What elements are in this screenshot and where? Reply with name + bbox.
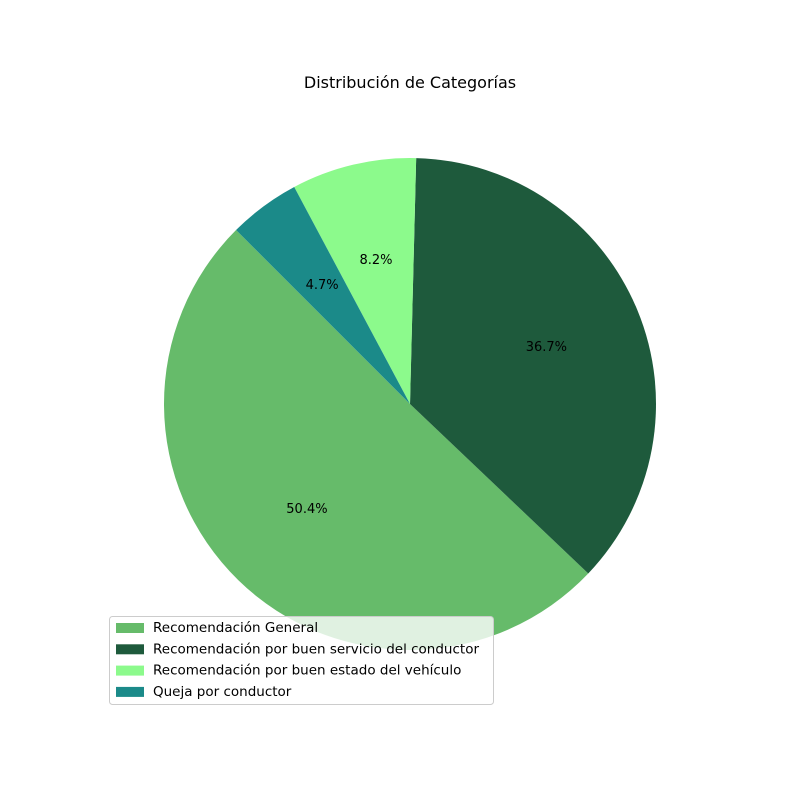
pie-slice-0: [163, 230, 589, 651]
pie-percent-label-0: 50.4%: [286, 502, 327, 517]
pie-slice-3: [236, 186, 410, 404]
pie-percent-label-1: 36.7%: [526, 340, 567, 355]
legend-swatch-0: [116, 623, 144, 633]
pie-slice-1: [410, 158, 656, 574]
pie-slice-2: [294, 158, 417, 404]
legend-label-2: Recomendación por buen estado del vehícu…: [153, 663, 461, 679]
legend-box: [109, 616, 494, 705]
legend-label-0: Recomendación General: [153, 620, 318, 636]
legend-swatch-3: [116, 686, 144, 697]
pie-percent-label-3: 4.7%: [306, 278, 339, 293]
pie-percent-label-2: 8.2%: [359, 253, 392, 268]
pie-slices: [163, 158, 656, 651]
legend-label-3: Queja por conductor: [153, 684, 292, 700]
legend-swatch-2: [116, 665, 144, 676]
legend-swatch-1: [116, 644, 144, 655]
legend: Recomendación General Recomendación por b…: [109, 616, 494, 705]
pie-percent-labels: 50.4% 36.7% 8.2% 4.7%: [286, 253, 567, 517]
chart-title: Distribución de Categorías: [304, 73, 516, 92]
legend-label-1: Recomendación por buen servicio del cond…: [153, 641, 479, 657]
